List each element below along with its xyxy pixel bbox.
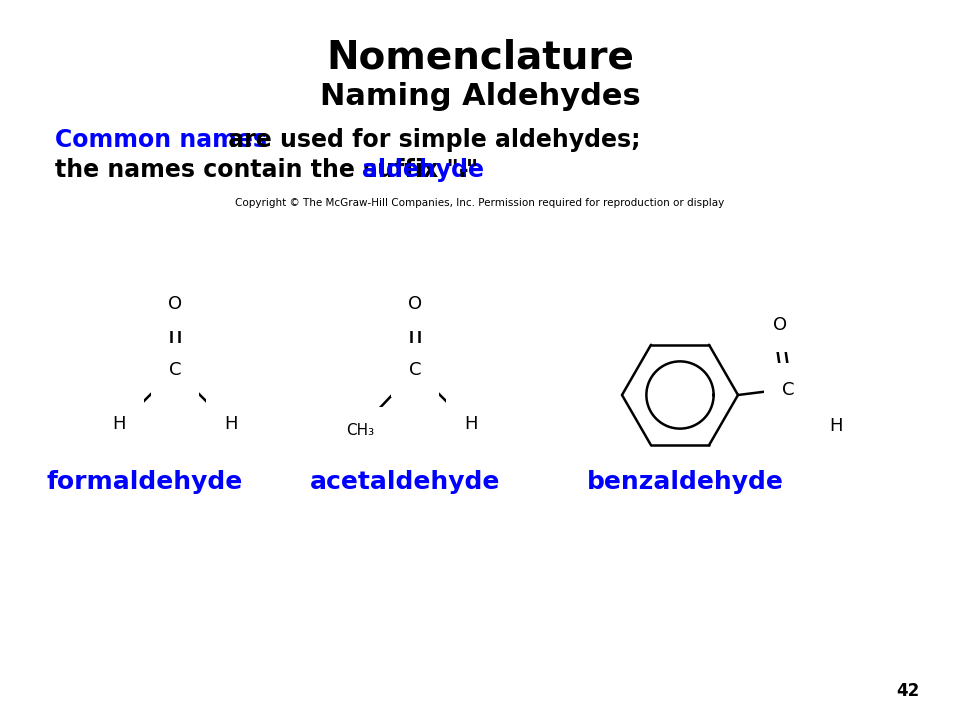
Text: acetaldehyde: acetaldehyde (310, 470, 500, 494)
Text: H: H (829, 417, 843, 435)
Text: O: O (408, 295, 422, 313)
Text: H: H (112, 415, 126, 433)
Text: H: H (225, 415, 238, 433)
Text: O: O (168, 295, 182, 313)
Text: are used for simple aldehydes;: are used for simple aldehydes; (220, 128, 640, 152)
Text: .": ." (458, 158, 479, 182)
Text: Common names: Common names (55, 128, 267, 152)
Text: O: O (773, 316, 787, 334)
Text: C: C (781, 381, 794, 399)
Text: the names contain the suffix "-: the names contain the suffix "- (55, 158, 468, 182)
Text: H: H (465, 415, 478, 433)
Text: CH₃: CH₃ (346, 423, 374, 438)
Text: 42: 42 (897, 682, 920, 700)
Text: Nomenclature: Nomenclature (326, 38, 634, 76)
Text: benzaldehyde: benzaldehyde (587, 470, 783, 494)
Text: Copyright © The McGraw-Hill Companies, Inc. Permission required for reproduction: Copyright © The McGraw-Hill Companies, I… (235, 198, 725, 208)
Text: aldehyde: aldehyde (362, 158, 484, 182)
Text: C: C (169, 361, 181, 379)
Text: Naming Aldehydes: Naming Aldehydes (320, 82, 640, 111)
Text: C: C (409, 361, 421, 379)
Text: formaldehyde: formaldehyde (47, 470, 243, 494)
